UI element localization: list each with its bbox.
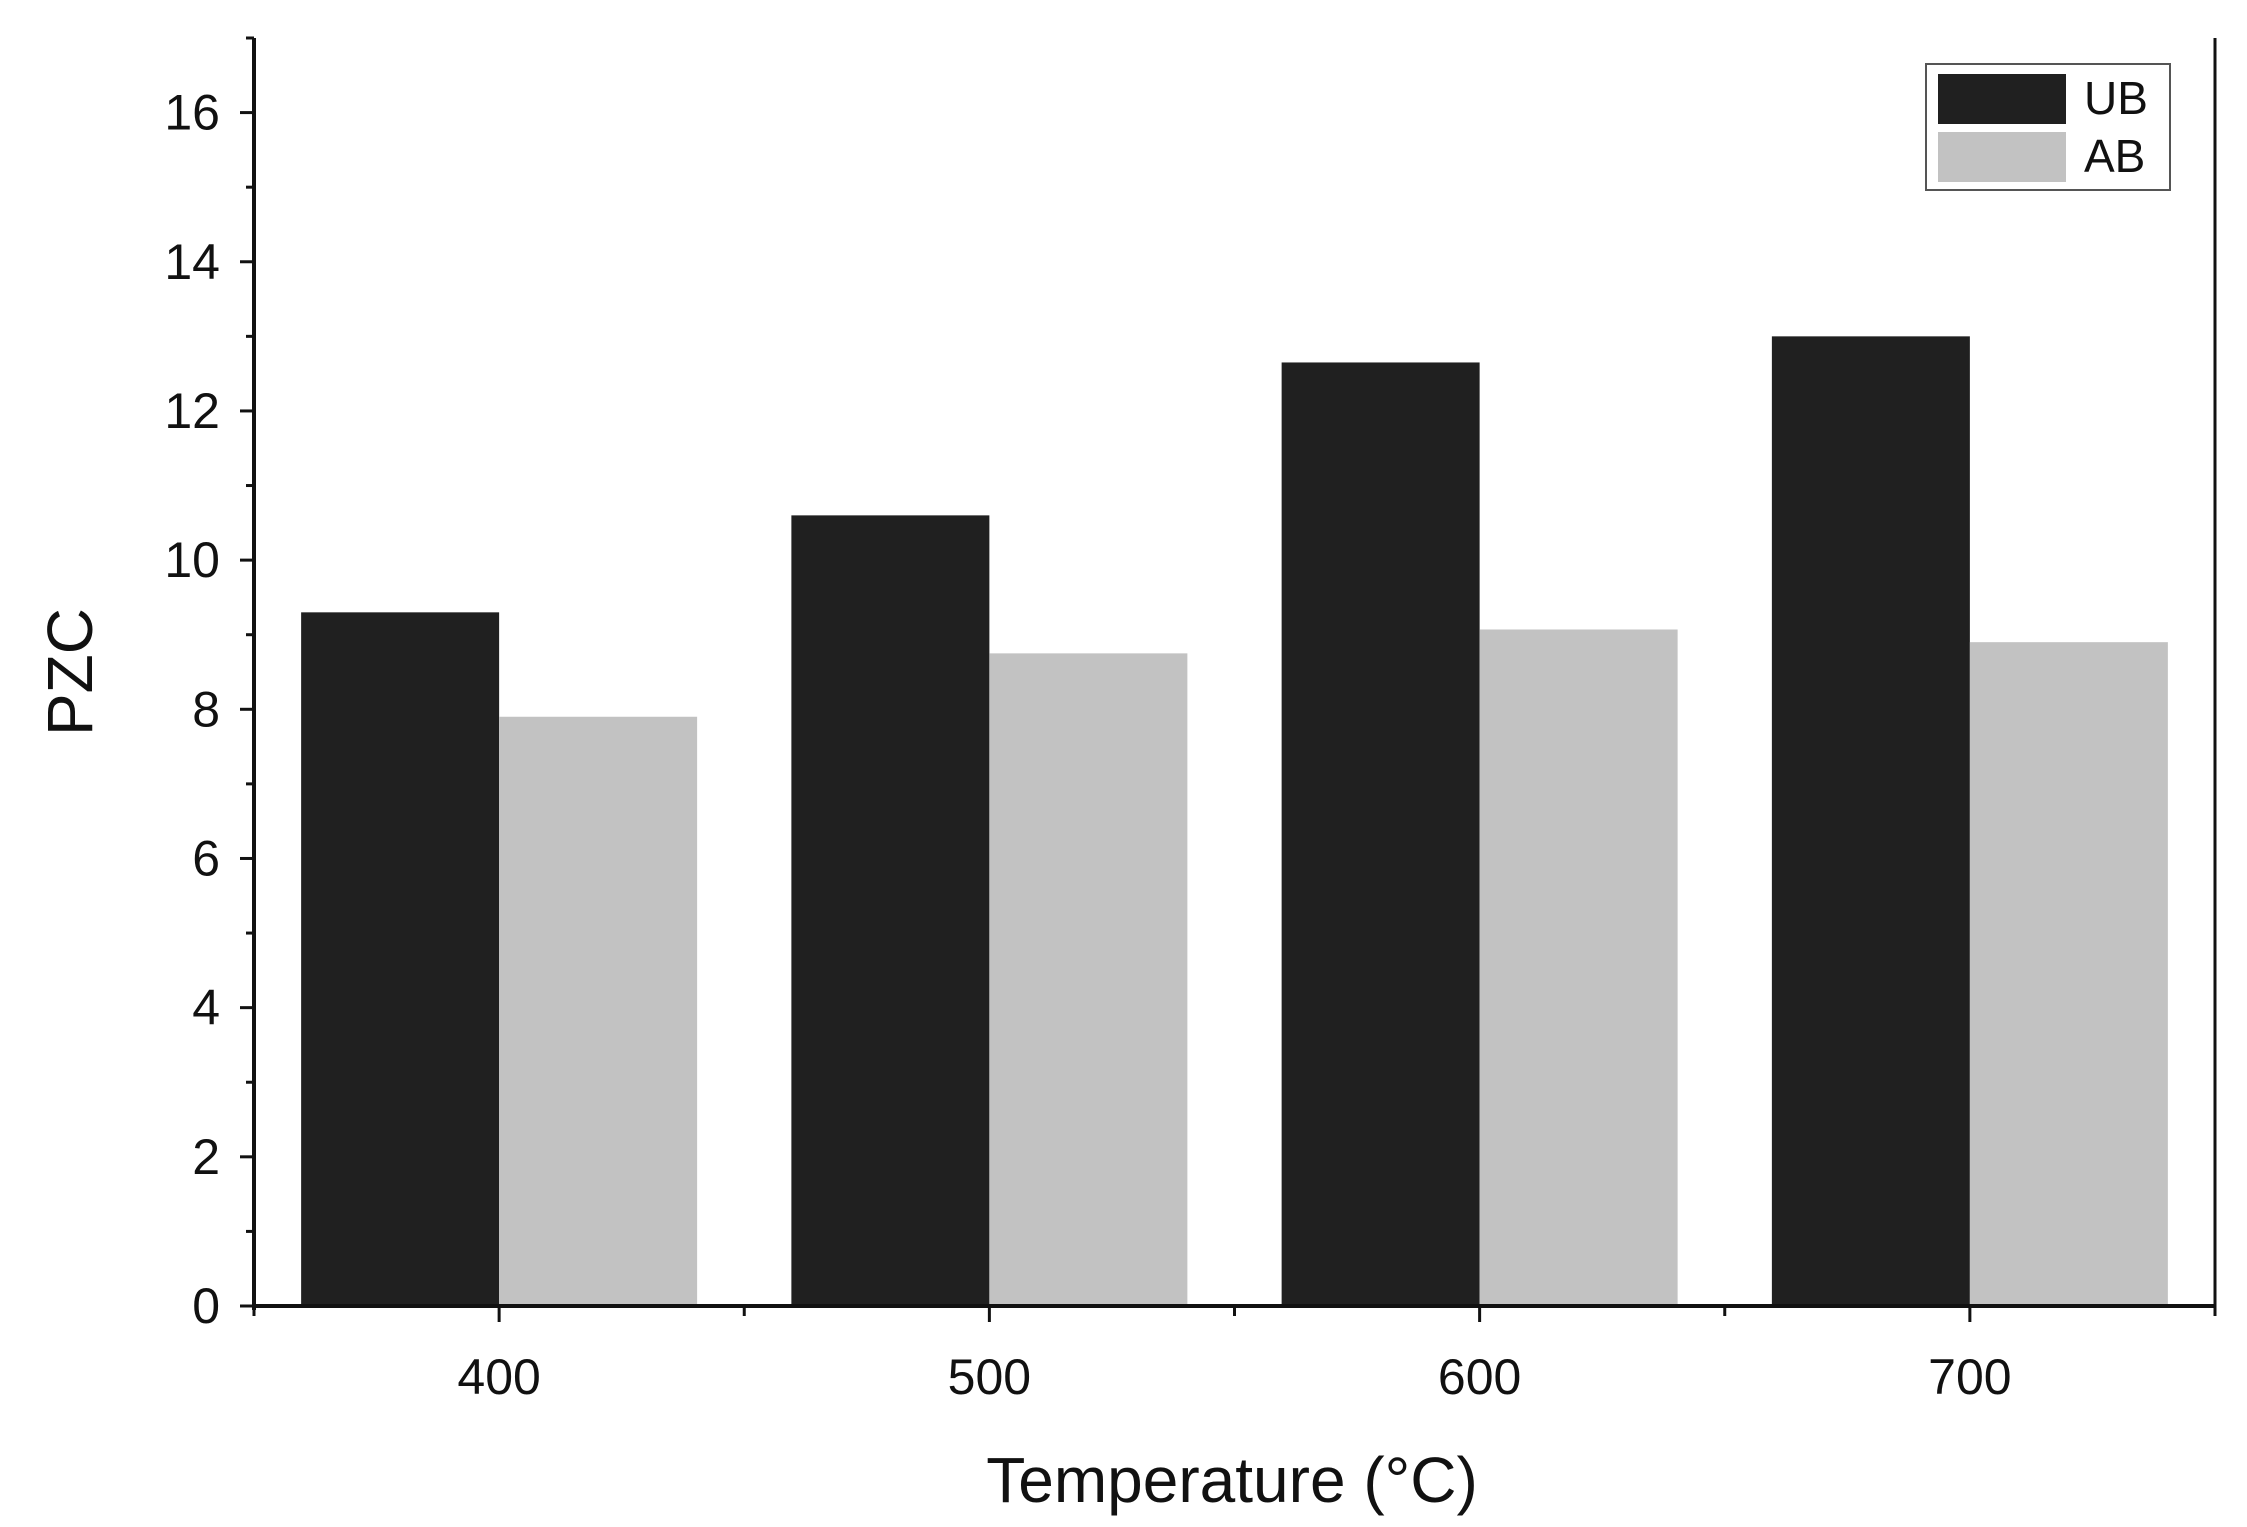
- labels-layer: Temperature (°C) PZC: [34, 608, 1478, 1516]
- x-axis-title: Temperature (°C): [986, 1444, 1478, 1516]
- y-tick-label-2: 2: [192, 1129, 220, 1185]
- y-axis-title: PZC: [34, 608, 106, 736]
- legend-swatch-ub: [1938, 74, 2066, 124]
- bar-ab-600: [1479, 629, 1678, 1306]
- y-tick-label-12: 12: [164, 383, 220, 439]
- y-tick-label-10: 10: [164, 532, 220, 588]
- bars-layer: [301, 336, 2168, 1307]
- y-tick-label-14: 14: [164, 234, 220, 290]
- bar-ab-400: [499, 716, 698, 1306]
- bar-ub-400: [301, 612, 500, 1306]
- legend-label-ab: AB: [2084, 130, 2145, 182]
- bar-ub-500: [791, 515, 990, 1306]
- bar-ub-700: [1771, 336, 1970, 1307]
- y-tick-label-0: 0: [192, 1278, 220, 1334]
- x-tick-label-500: 500: [948, 1349, 1031, 1405]
- bar-ab-500: [989, 653, 1188, 1306]
- x-tick-label-400: 400: [457, 1349, 540, 1405]
- y-tick-label-6: 6: [192, 830, 220, 886]
- y-tick-label-4: 4: [192, 980, 220, 1036]
- legend: UB AB: [1925, 63, 2171, 191]
- bar-ub-600: [1281, 362, 1480, 1306]
- y-tick-label-16: 16: [164, 85, 220, 141]
- y-tick-label-8: 8: [192, 681, 220, 737]
- ticks-layer: 0 2 4 6 8 10 12 14 16 400 500 600 700: [164, 36, 2217, 1405]
- x-tick-label-700: 700: [1928, 1349, 2011, 1405]
- x-tick-label-600: 600: [1438, 1349, 1521, 1405]
- legend-label-ub: UB: [2084, 72, 2148, 124]
- legend-swatch-ab: [1938, 132, 2066, 182]
- bar-ab-700: [1969, 642, 2168, 1306]
